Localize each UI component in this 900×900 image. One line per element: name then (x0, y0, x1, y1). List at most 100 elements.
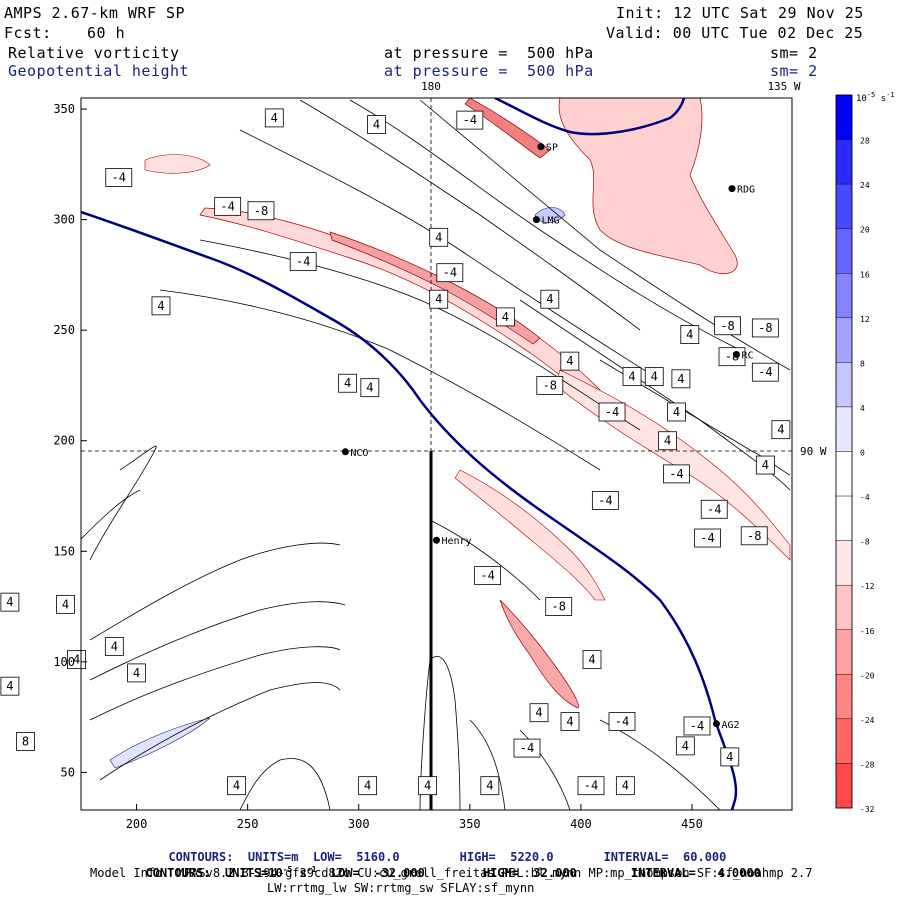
contour-label-box (429, 289, 449, 309)
station-dot (433, 536, 440, 544)
contour-label-value: 4 (682, 739, 689, 753)
x-tick-label: 400 (570, 817, 592, 831)
contour-label-value: 4 (111, 639, 118, 653)
station-label: RDG (737, 185, 755, 196)
contour-label-box (545, 597, 573, 616)
contour-label-box (615, 776, 635, 796)
contour-label-value: 4 (62, 597, 69, 611)
contour-label-value: -8 (758, 321, 772, 335)
contour-label-value: 4 (651, 370, 658, 384)
contour-label-box (751, 362, 779, 382)
colorbar-swatch (835, 718, 853, 764)
contour-label: -4 (683, 716, 711, 736)
contour-label-value: 4 (73, 653, 80, 667)
contour-label: 4 (227, 776, 246, 796)
contour-label: 4 (720, 747, 740, 767)
contour-label: 4 (429, 289, 449, 309)
contour-label-box (151, 296, 171, 316)
contour-label: -4 (694, 528, 721, 548)
contour-label-box (358, 776, 378, 796)
contour-label: 4 (429, 227, 449, 247)
colorbar-tick-label: -28 (860, 760, 875, 769)
colorbar-swatch (835, 674, 853, 720)
contour-label: 4 (0, 676, 20, 696)
contour-label: 4 (529, 703, 549, 723)
contour-label: 4 (667, 402, 686, 422)
station-ag2: AG2 (712, 720, 740, 731)
contour-label-box (675, 736, 695, 756)
contour-labels: 4 4 -4 -4 -4 -8 -4 -4 4 4 4 4 4 4 4 -8 4 4 4 4 4 -8 -8 -8 -4 -4 4 4… (0, 108, 791, 796)
contour-label: 4 (56, 594, 75, 614)
contour-label-value: 4 (502, 310, 509, 324)
height-contour-info: CONTOURS: UNITS=m LOW= 5160.0 HIGH= 5220.… (154, 836, 726, 864)
station-dot (532, 216, 540, 224)
contour-label: -8 (751, 318, 779, 338)
contour-label: 4 (560, 351, 580, 371)
station-label: RC (741, 350, 753, 361)
model-info: Model Info: MPASv8.2.3-194-gf29cd82c CU:… (90, 866, 813, 880)
contour-label-value: 4 (673, 405, 680, 419)
contour-label: 4 (658, 431, 677, 451)
contour-label: 4 (480, 776, 500, 796)
contour-label-value: 4 (677, 372, 684, 386)
colorbar-swatch (835, 94, 853, 140)
contour-label-box (456, 110, 484, 130)
contour-label-box (771, 420, 791, 440)
x-tick-label: 450 (681, 817, 703, 831)
contour-label: 4 (360, 378, 380, 398)
contour-label-box (560, 712, 580, 731)
contour-label: -4 (105, 168, 133, 188)
model-info-line2: LW:rrtmg_lw SW:rrtmg_sw SFLAY:sf_mynn (267, 881, 535, 895)
contour-label-value: -8 (720, 319, 734, 333)
colorbar-tick-label: 20 (860, 226, 870, 235)
contour-label-value: 4 (777, 423, 784, 437)
contour-label-value: 4 (344, 376, 351, 390)
contour-label-value: 4 (373, 118, 380, 132)
contour-label-box (582, 650, 602, 670)
colorbar-swatch (835, 317, 853, 363)
contour-label: -4 (598, 402, 626, 422)
contour-label-value: 4 (233, 779, 240, 793)
contour-label-value: -4 (443, 266, 457, 280)
contour-label: 4 (418, 776, 438, 796)
contour-label-box (289, 252, 317, 272)
contour-label-value: -4 (615, 715, 629, 729)
contour-label-value: 4 (588, 653, 595, 667)
contour-label-value: 4 (271, 111, 278, 125)
contour-label-value: 4 (435, 230, 442, 244)
contour-label: 4 (644, 367, 664, 387)
contour-label: 4 (338, 373, 358, 393)
contour-label-value: 4 (726, 750, 733, 764)
contour-label: -8 (714, 316, 741, 336)
colorbar-swatch (835, 273, 853, 319)
vorticity-band-core (329, 231, 541, 345)
contour-label-box (429, 227, 449, 247)
contour-label-value: -4 (707, 502, 721, 516)
vorticity-contour-lines (81, 99, 791, 810)
lon-135w-label: 135 W (767, 80, 800, 93)
contour-label: 4 (151, 296, 171, 316)
contour-label-box (540, 289, 560, 309)
x-tick-label: 250 (237, 817, 259, 831)
contour-label-value: 4 (366, 381, 373, 395)
station-dot (728, 185, 736, 193)
contour-label-value: -4 (220, 199, 234, 213)
colorbar-tick-label: 0 (860, 449, 865, 458)
contour-label: 4 (675, 736, 695, 756)
y-tick-label: 150 (53, 544, 75, 558)
contour-label-box (529, 703, 549, 723)
contour-label-value: 4 (566, 354, 573, 368)
contour-label: 4 (358, 776, 378, 796)
contour-label: -4 (513, 738, 541, 758)
contour-label-box (671, 369, 691, 389)
contour-label-box (694, 528, 721, 548)
contour-label-value: 4 (157, 299, 164, 313)
contour-label: 4 (615, 776, 635, 796)
contour-label-value: 4 (664, 434, 671, 448)
contour-label-box (608, 712, 636, 731)
contour-label-box (644, 367, 664, 387)
contour-label: 4 (0, 592, 20, 612)
contour-label-box (598, 402, 626, 422)
contour-label-value: -4 (669, 467, 683, 481)
